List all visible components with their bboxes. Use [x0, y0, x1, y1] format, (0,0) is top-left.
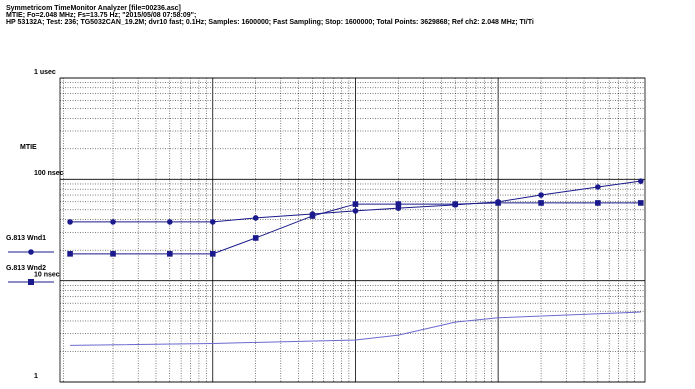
point — [67, 251, 73, 257]
legend-marker — [28, 249, 34, 255]
point — [595, 184, 601, 190]
y-tick-label: 10 nsec — [34, 272, 60, 279]
legend-marker — [28, 279, 34, 285]
plot-frame — [59, 77, 646, 383]
y-axis-label: MTIE — [20, 144, 37, 151]
series-line — [70, 311, 641, 346]
point — [352, 208, 359, 214]
point — [209, 251, 216, 257]
y-tick-label: 100 nsec — [34, 170, 64, 177]
point — [595, 200, 601, 206]
point — [638, 178, 644, 184]
point — [209, 219, 216, 225]
point — [167, 251, 173, 257]
legend-label: G.813 Wnd2 — [6, 265, 46, 272]
y-tick-label: 1 — [34, 373, 38, 380]
point — [252, 215, 259, 221]
point — [495, 200, 501, 206]
point — [538, 192, 544, 198]
header-line: MTIE; Fo=2.048 MHz; Fs=13.75 Hz; "2015/0… — [6, 12, 196, 19]
header-line: HP 53132A; Test: 236; TG5032CAN_19.2M; d… — [6, 19, 534, 26]
point — [395, 201, 402, 207]
point — [110, 219, 116, 225]
point — [252, 235, 259, 241]
header-line: Symmetricom TimeMonitor Analyzer [file=0… — [6, 5, 181, 12]
point — [167, 219, 173, 225]
point — [67, 219, 73, 225]
legend-label: G.813 Wnd1 — [6, 235, 46, 242]
point — [538, 200, 544, 206]
point — [452, 201, 458, 207]
y-tick-label: 1 usec — [34, 69, 56, 76]
point — [352, 201, 359, 207]
point — [638, 200, 644, 206]
point — [309, 213, 316, 219]
point — [110, 251, 116, 257]
